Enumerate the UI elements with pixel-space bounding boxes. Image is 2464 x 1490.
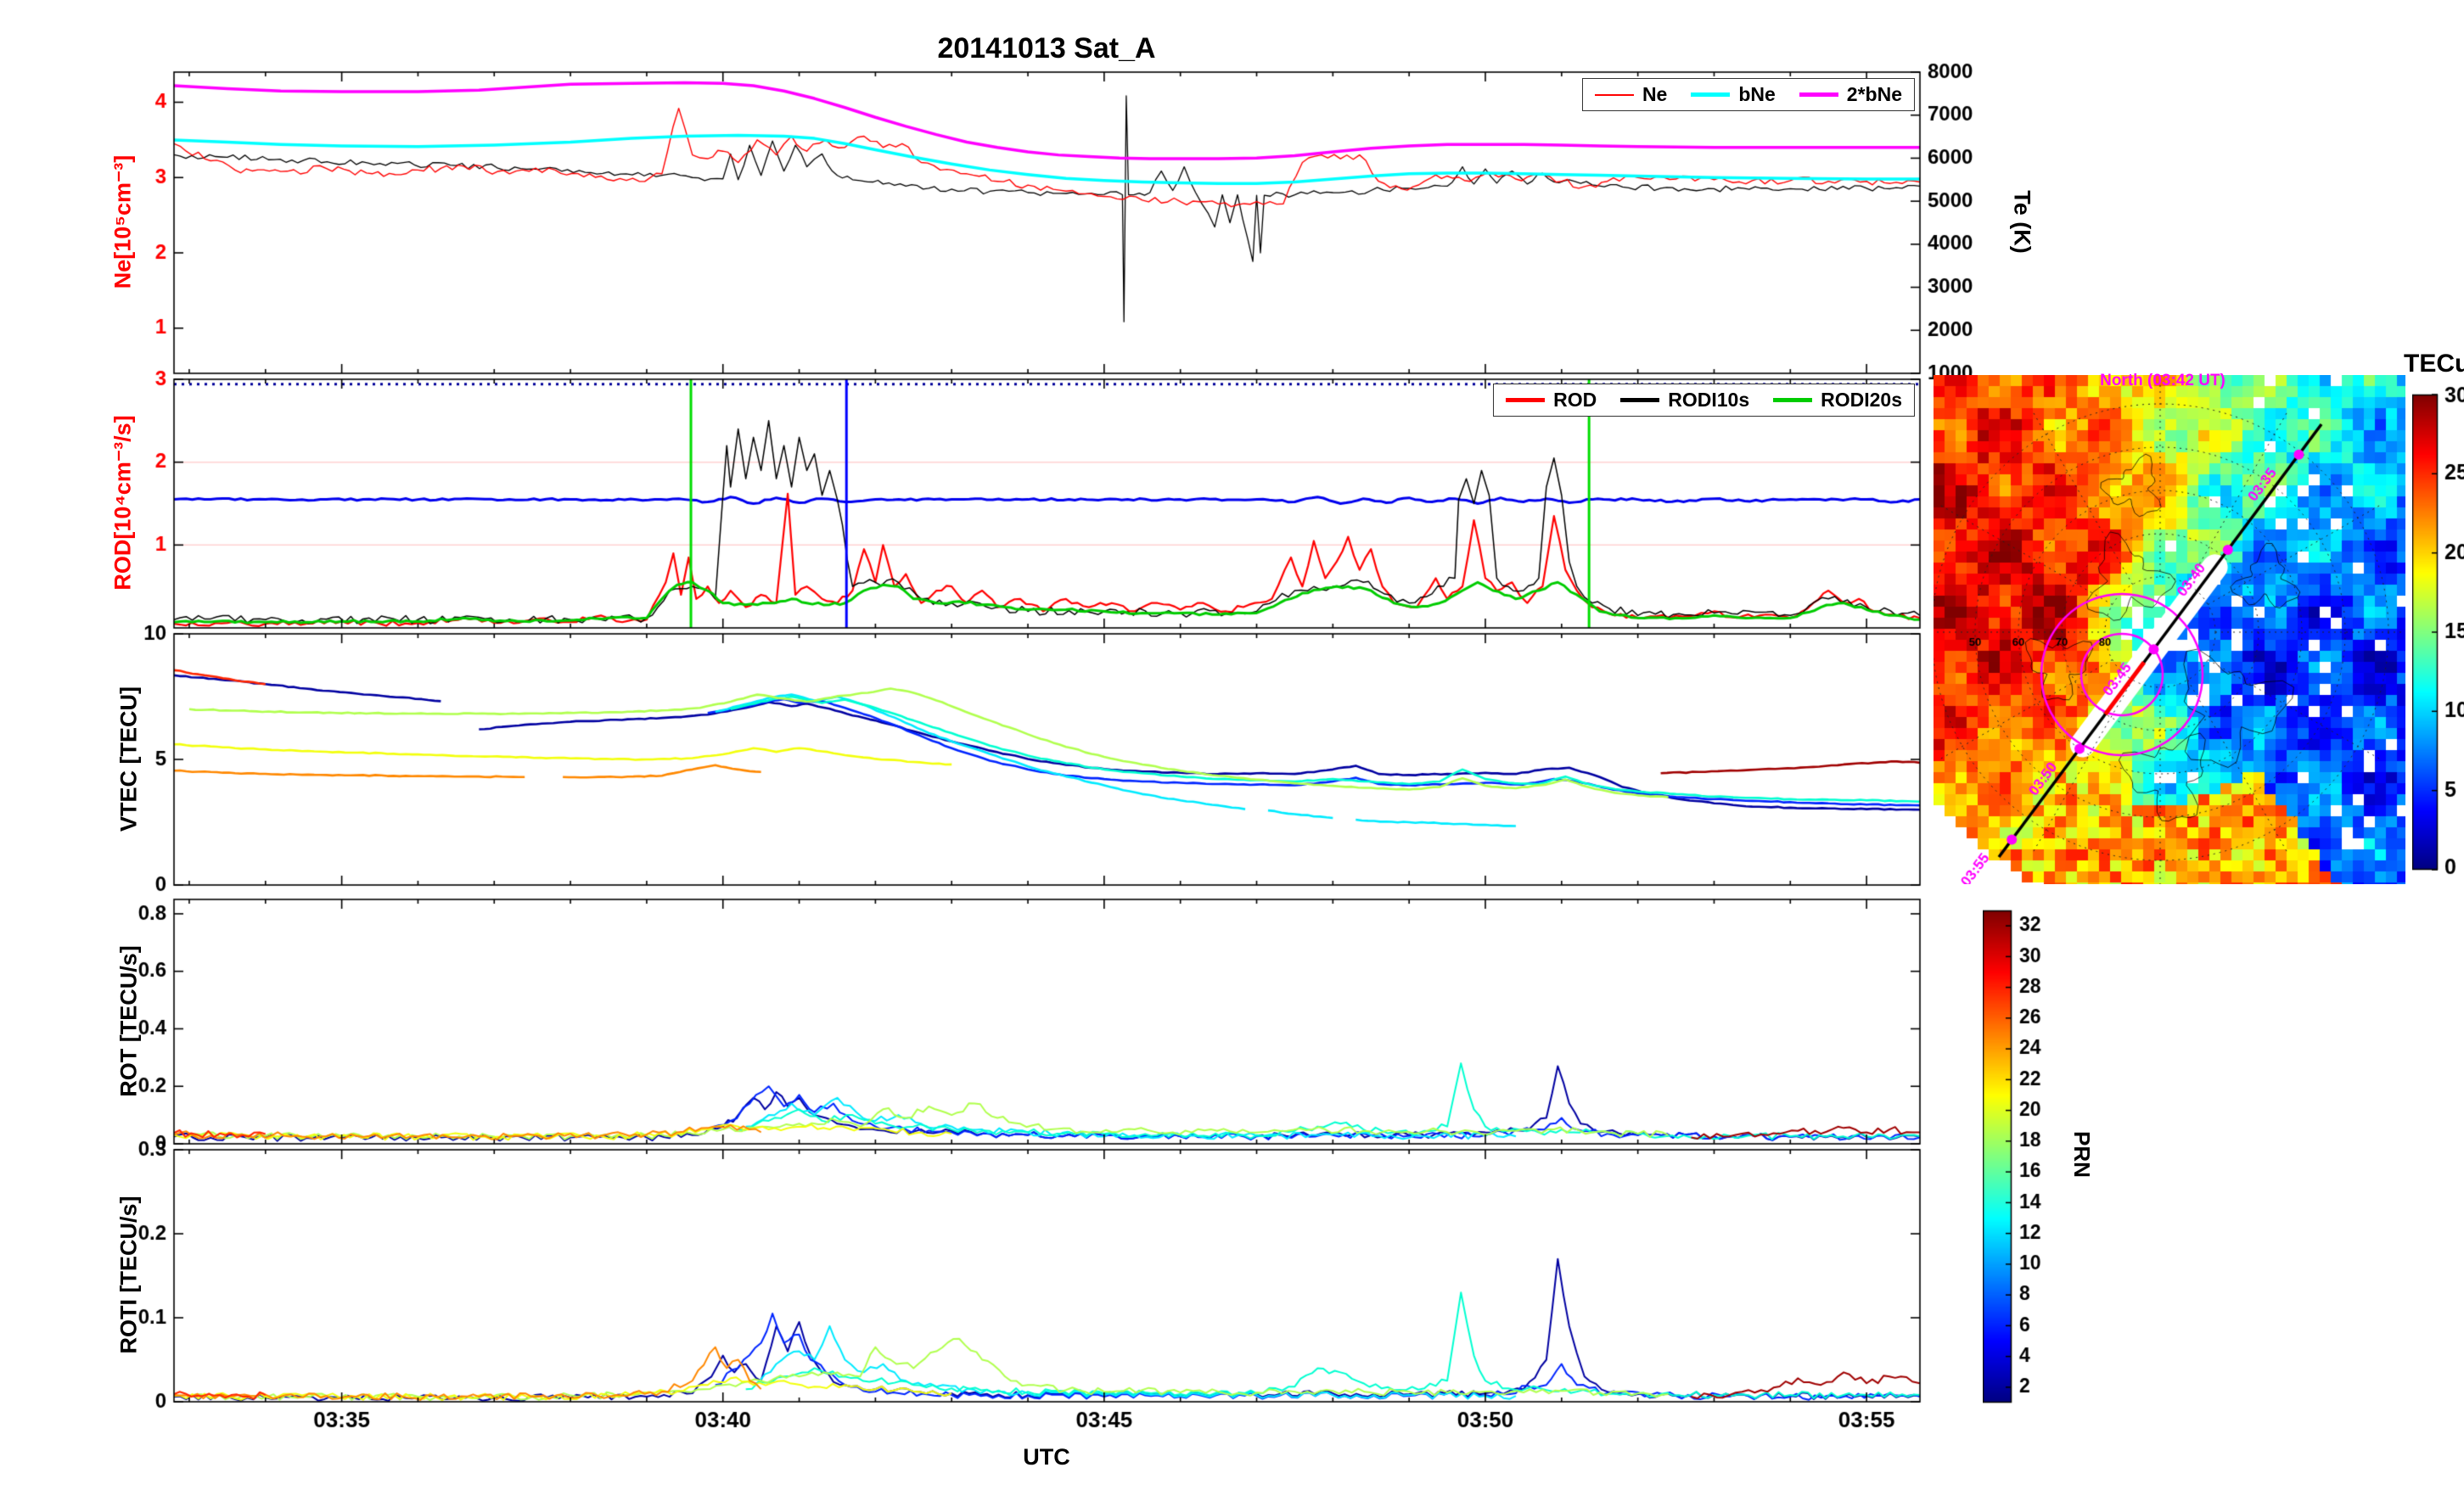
- x-axis-label: UTC: [1023, 1444, 1070, 1470]
- figure-title: 20141013 Sat_A: [937, 32, 1156, 64]
- legend-item-2-bne: 2*bNe: [1799, 83, 1902, 106]
- legend-rod: ROD RODI10s RODI20s: [1493, 384, 1915, 417]
- legend-line-swatch: [1773, 398, 1813, 402]
- legend-item-rodi20s: RODI20s: [1773, 389, 1902, 412]
- legend-line-swatch: [1594, 93, 1634, 96]
- polar-tec-map-canvas: [1934, 375, 2405, 884]
- legend-line-swatch: [1506, 398, 1546, 402]
- rot-axis-label: ROT [TECU/s]: [115, 945, 142, 1097]
- rod-axis-label: ROD[10⁴cm⁻³/s]: [109, 415, 136, 591]
- legend-line-swatch: [1620, 398, 1660, 402]
- legend-label: RODI10s: [1668, 389, 1750, 411]
- legend-label: RODI20s: [1821, 389, 1902, 411]
- prn-colorbar-label: PRN: [2068, 1131, 2095, 1178]
- legend-line-swatch: [1691, 92, 1731, 97]
- legend-label: Ne: [1642, 83, 1668, 105]
- tecu-colorbar-canvas: [2412, 386, 2464, 878]
- prn-colorbar-canvas: [1983, 906, 2076, 1415]
- map-title: North (03:42 UT): [2100, 372, 2225, 389]
- tecu-colorbar-title: TECu: [2404, 350, 2464, 378]
- legend-item-ne: Ne: [1594, 83, 1668, 106]
- vtec-axis-label: VTEC [TECU]: [115, 686, 142, 832]
- legend-ne: Ne bNe 2*bNe: [1581, 78, 1915, 111]
- ne-axis-label: Ne[10⁵cm⁻³]: [109, 154, 136, 289]
- roti-axis-label: ROTI [TECU/s]: [115, 1196, 142, 1354]
- legend-item-bne: bNe: [1691, 83, 1776, 106]
- legend-label: ROD: [1553, 389, 1597, 411]
- legend-label: 2*bNe: [1846, 83, 1902, 105]
- te-axis-label: Te (K): [2009, 190, 2035, 254]
- legend-label: bNe: [1738, 83, 1776, 105]
- legend-line-swatch: [1799, 92, 1838, 97]
- legend-item-rod: ROD: [1506, 389, 1597, 412]
- legend-item-rodi10s: RODI10s: [1620, 389, 1749, 412]
